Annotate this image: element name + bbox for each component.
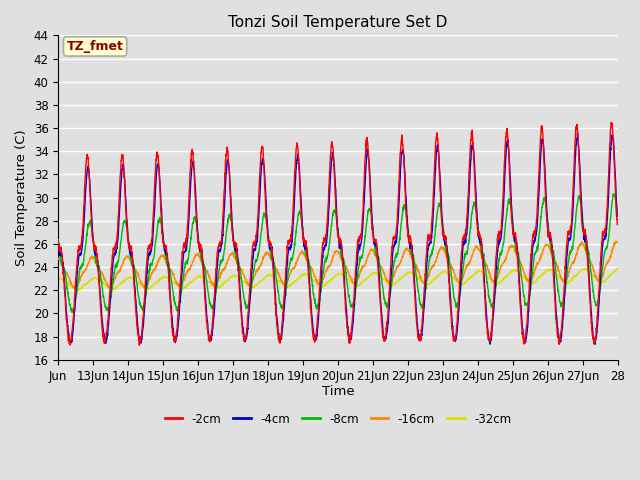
-4cm (606, 162, 614, 168)
-32cm (111, 286, 118, 292)
-8cm (231, 250, 239, 255)
-32cm (372, 270, 380, 276)
-2cm (605, 147, 613, 153)
-2cm (607, 120, 615, 125)
-4cm (111, 250, 118, 256)
-4cm (573, 130, 581, 136)
-8cm (111, 271, 118, 276)
-8cm (506, 200, 514, 205)
-4cm (372, 241, 380, 247)
-16cm (612, 238, 620, 244)
-16cm (614, 240, 621, 246)
Y-axis label: Soil Temperature (C): Soil Temperature (C) (15, 129, 28, 266)
Line: -4cm: -4cm (58, 133, 618, 345)
-4cm (231, 247, 239, 253)
-32cm (606, 273, 614, 278)
-16cm (111, 278, 118, 284)
-16cm (538, 250, 546, 256)
-4cm (54, 239, 62, 244)
-2cm (110, 248, 118, 253)
-2cm (136, 342, 143, 348)
-32cm (231, 273, 239, 278)
-2cm (506, 189, 514, 195)
-16cm (54, 255, 62, 261)
-16cm (231, 255, 239, 261)
-8cm (54, 237, 62, 242)
-2cm (614, 222, 621, 228)
-16cm (605, 256, 613, 262)
Line: -8cm: -8cm (58, 194, 618, 312)
-8cm (609, 191, 617, 197)
-16cm (506, 245, 514, 251)
-8cm (538, 204, 546, 210)
-32cm (614, 266, 621, 272)
-2cm (538, 123, 546, 129)
Title: Tonzi Soil Temperature Set D: Tonzi Soil Temperature Set D (228, 15, 447, 30)
X-axis label: Time: Time (322, 385, 354, 398)
-8cm (372, 247, 380, 253)
Legend: -2cm, -4cm, -8cm, -16cm, -32cm: -2cm, -4cm, -8cm, -16cm, -32cm (160, 408, 516, 431)
-32cm (74, 288, 81, 293)
-4cm (506, 176, 514, 181)
-2cm (54, 239, 62, 244)
-4cm (614, 214, 621, 219)
-32cm (54, 276, 62, 282)
-32cm (581, 265, 589, 271)
-8cm (614, 211, 621, 216)
-2cm (231, 240, 239, 246)
-4cm (67, 342, 74, 348)
-8cm (68, 310, 76, 315)
-32cm (506, 270, 514, 276)
Line: -16cm: -16cm (58, 241, 618, 288)
-2cm (372, 238, 380, 243)
-8cm (605, 224, 613, 230)
-4cm (538, 137, 546, 143)
-32cm (538, 273, 546, 279)
Line: -2cm: -2cm (58, 122, 618, 345)
-16cm (70, 286, 78, 291)
-16cm (372, 252, 380, 258)
Line: -32cm: -32cm (58, 268, 618, 290)
Text: TZ_fmet: TZ_fmet (67, 40, 124, 53)
